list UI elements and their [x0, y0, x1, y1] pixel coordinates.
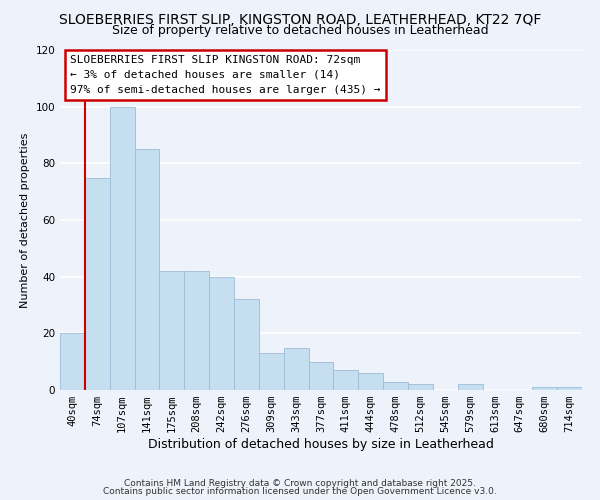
Bar	[308, 362, 334, 390]
Text: SLOEBERRIES FIRST SLIP KINGSTON ROAD: 72sqm
← 3% of detached houses are smaller : SLOEBERRIES FIRST SLIP KINGSTON ROAD: 72…	[70, 55, 381, 94]
Bar	[334, 370, 358, 390]
Bar	[234, 300, 259, 390]
Bar	[60, 334, 85, 390]
Bar	[209, 276, 234, 390]
Bar	[458, 384, 482, 390]
Bar	[557, 387, 582, 390]
Bar	[184, 271, 209, 390]
Text: Size of property relative to detached houses in Leatherhead: Size of property relative to detached ho…	[112, 24, 488, 37]
Bar	[532, 387, 557, 390]
Bar	[110, 106, 134, 390]
Bar	[85, 178, 110, 390]
Text: Contains HM Land Registry data © Crown copyright and database right 2025.: Contains HM Land Registry data © Crown c…	[124, 478, 476, 488]
Text: SLOEBERRIES FIRST SLIP, KINGSTON ROAD, LEATHERHEAD, KT22 7QF: SLOEBERRIES FIRST SLIP, KINGSTON ROAD, L…	[59, 12, 541, 26]
Bar	[383, 382, 408, 390]
Bar	[134, 149, 160, 390]
Y-axis label: Number of detached properties: Number of detached properties	[20, 132, 30, 308]
Bar	[259, 353, 284, 390]
Text: Contains public sector information licensed under the Open Government Licence v3: Contains public sector information licen…	[103, 487, 497, 496]
X-axis label: Distribution of detached houses by size in Leatherhead: Distribution of detached houses by size …	[148, 438, 494, 451]
Bar	[358, 373, 383, 390]
Bar	[284, 348, 308, 390]
Bar	[408, 384, 433, 390]
Bar	[160, 271, 184, 390]
